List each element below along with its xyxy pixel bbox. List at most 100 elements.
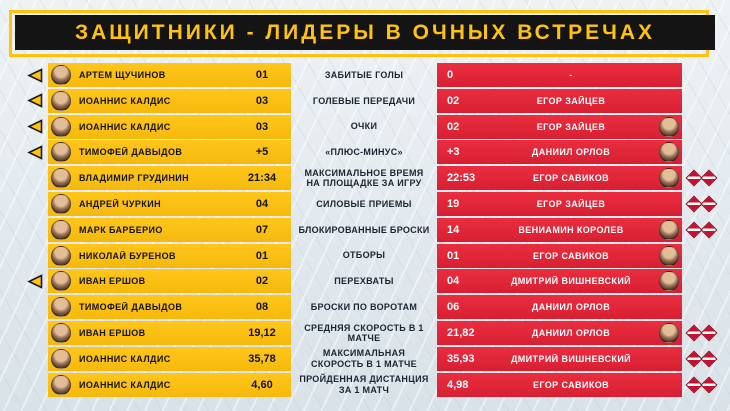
left-player-value: 03 [255,120,269,133]
right-player-value: 02 [447,94,460,107]
left-player-block: ИВАН ЕРШОВ 19,12 [48,320,291,345]
left-player-value: 07 [255,223,269,236]
team-logo-icon [682,321,726,345]
left-player-value: 4,60 [251,378,273,391]
right-player-value: 0 [447,69,454,81]
right-player-name: - [569,70,573,80]
club-diamond-icon [700,324,718,342]
right-player-block: 4,98 ЕГОР САВИКОВ [437,372,682,397]
left-player-value: 01 [255,249,269,262]
left-player-name: ИОАННИС КАЛДИС [79,95,171,106]
right-player-avatar [659,245,679,266]
left-player-avatar [51,374,71,395]
left-player-value: 35,78 [248,352,276,365]
right-player-name: ВЕНИАМИН КОРОЛЕВ [518,224,624,235]
left-player-block: АРТЕМ ЩУЧИНОВ 01 [48,63,291,87]
stat-row: ВЛАДИМИР ГРУДИНИН 21:34 МАКСИМАЛЬНОЕ ВРЕ… [26,166,730,191]
club-diamond-icon [700,376,718,394]
right-player-name: ДМИТРИЙ ВИШНЕВСКИЙ [510,353,632,364]
left-player-avatar [51,348,71,369]
right-player-block: 06 ДАНИИЛ ОРЛОВ [437,295,682,320]
stat-category-label: МАКСИМАЛЬНОЕ ВРЕМЯ НА ПЛОЩАДКЕ ЗА ИГРУ [304,167,424,189]
left-player-block: ВЛАДИМИР ГРУДИНИН 21:34 [48,166,291,191]
right-player-avatar [659,116,679,137]
left-player-name: ИОАННИС КАЛДИС [79,353,171,364]
right-player-value: 19 [447,197,460,210]
left-player-avatar [51,142,71,163]
team-marker-slot [26,244,48,268]
club-diamond-icon [700,195,718,213]
team-marker-slot [26,166,48,190]
left-player-name: АРТЕМ ЩУЧИНОВ [79,70,166,80]
stat-category-label: ЗАБИТЫЕ ГОЛЫ [324,69,404,80]
right-player-name: ДМИТРИЙ ВИШНЕВСКИЙ [510,276,632,287]
right-player-name: ЕГОР САВИКОВ [532,379,610,390]
right-player-block: +3 ДАНИИЛ ОРЛОВ [437,140,682,165]
left-player-block: ИОАННИС КАЛДИС 35,78 [48,346,291,371]
left-player-block: НИКОЛАЙ БУРЕНОВ 01 [48,243,291,268]
left-player-avatar [51,271,71,292]
stats-rows: АРТЕМ ЩУЧИНОВ 01 ЗАБИТЫЕ ГОЛЫ 0 - ИОАННИ… [0,63,730,397]
right-player-avatar [659,271,679,292]
left-player-value: 03 [255,94,269,107]
team-logo-icon [682,218,726,242]
right-player-block: 01 ЕГОР САВИКОВ [437,243,682,268]
right-player-name: ДАНИИЛ ОРЛОВ [531,302,611,313]
right-player-avatar [659,142,679,163]
stat-category-label: СРЕДНЯЯ СКОРОСТЬ В 1 МАТЧЕ [304,322,424,343]
left-player-block: ИВАН ЕРШОВ 02 [48,269,291,294]
team-marker-icon [27,145,43,160]
stat-row: ИОАННИС КАЛДИС 35,78 МАКСИМАЛЬНАЯ СКОРОС… [26,346,730,371]
right-player-value: 01 [447,249,460,262]
title-bar-background: ЗАЩИТНИКИ - ЛИДЕРЫ В ОЧНЫХ ВСТРЕЧАХ [15,15,715,50]
stat-category-label: МАКСИМАЛЬНАЯ СКОРОСТЬ В 1 МАТЧЕ [311,348,417,369]
right-player-avatar [659,219,679,240]
left-player-name: ИОАННИС КАЛДИС [79,379,171,390]
right-player-name: ЕГОР ЗАЙЦЕВ [536,121,606,132]
right-player-block: 22:53 ЕГОР САВИКОВ [437,166,682,191]
team-marker-icon [27,67,43,83]
stat-category-label: БРОСКИ ПО ВОРОТАМ [310,302,418,312]
left-player-avatar [51,219,71,240]
right-player-name: ЕГОР ЗАЙЦЕВ [536,95,606,106]
stat-row: ИОАННИС КАЛДИС 03 ГОЛЕВЫЕ ПЕРЕДАЧИ 02 ЕГ… [26,88,730,113]
right-player-value: 4,98 [447,378,469,391]
stat-row: ИВАН ЕРШОВ 02 ПЕРЕХВАТЫ 04 ДМИТРИЙ ВИШНЕ… [26,269,730,294]
left-player-value: 08 [255,301,269,314]
team-marker-slot [26,269,48,293]
left-player-value: 01 [255,69,269,81]
right-player-block: 0 - [437,63,682,87]
club-diamond-icon [700,350,718,368]
right-player-block: 35,93 ДМИТРИЙ ВИШНЕВСКИЙ [437,346,682,371]
team-logo-icon [682,373,726,397]
stat-category-label: «ПЛЮС-МИНУС» [325,147,403,158]
stat-category-label: ПЕРЕХВАТЫ [334,276,394,287]
team-marker-slot [26,295,48,319]
team-marker-icon [27,119,43,134]
left-player-avatar [51,322,71,343]
stat-category-label: ОТБОРЫ [342,250,386,261]
left-player-block: ИОАННИС КАЛДИС 4,60 [48,372,291,397]
left-player-block: ИОАННИС КАЛДИС 03 [48,114,291,139]
left-player-name: ТИМОФЕЙ ДАВЫДОВ [79,147,183,158]
right-player-block: 02 ЕГОР ЗАЙЦЕВ [437,88,682,113]
left-player-name: НИКОЛАЙ БУРЕНОВ [79,250,176,261]
left-player-block: АНДРЕЙ ЧУРКИН 04 [48,191,291,216]
right-player-block: 02 ЕГОР ЗАЙЦЕВ [437,114,682,139]
right-player-name: ЕГОР САВИКОВ [532,250,610,261]
stat-row: ИОАННИС КАЛДИС 4,60 ПРОЙДЕННАЯ ДИСТАНЦИЯ… [26,372,730,397]
team-marker-slot [26,347,48,371]
right-player-avatar [659,168,679,189]
right-player-value: 14 [447,223,460,236]
right-player-value: 21,82 [447,326,475,339]
left-player-block: МАРК БАРБЕРИО 07 [48,217,291,242]
left-player-name: ВЛАДИМИР ГРУДИНИН [79,173,190,184]
right-player-name: ЕГОР ЗАЙЦЕВ [536,198,606,209]
team-marker-slot [26,140,48,164]
stat-category-label: СИЛОВЫЕ ПРИЕМЫ [316,198,412,209]
team-logo-icon [682,347,726,371]
left-player-block: ТИМОФЕЙ ДАВЫДОВ 08 [48,295,291,320]
left-player-avatar [51,168,71,189]
left-player-value: 04 [255,197,269,210]
stat-row: АРТЕМ ЩУЧИНОВ 01 ЗАБИТЫЕ ГОЛЫ 0 - [26,63,730,87]
